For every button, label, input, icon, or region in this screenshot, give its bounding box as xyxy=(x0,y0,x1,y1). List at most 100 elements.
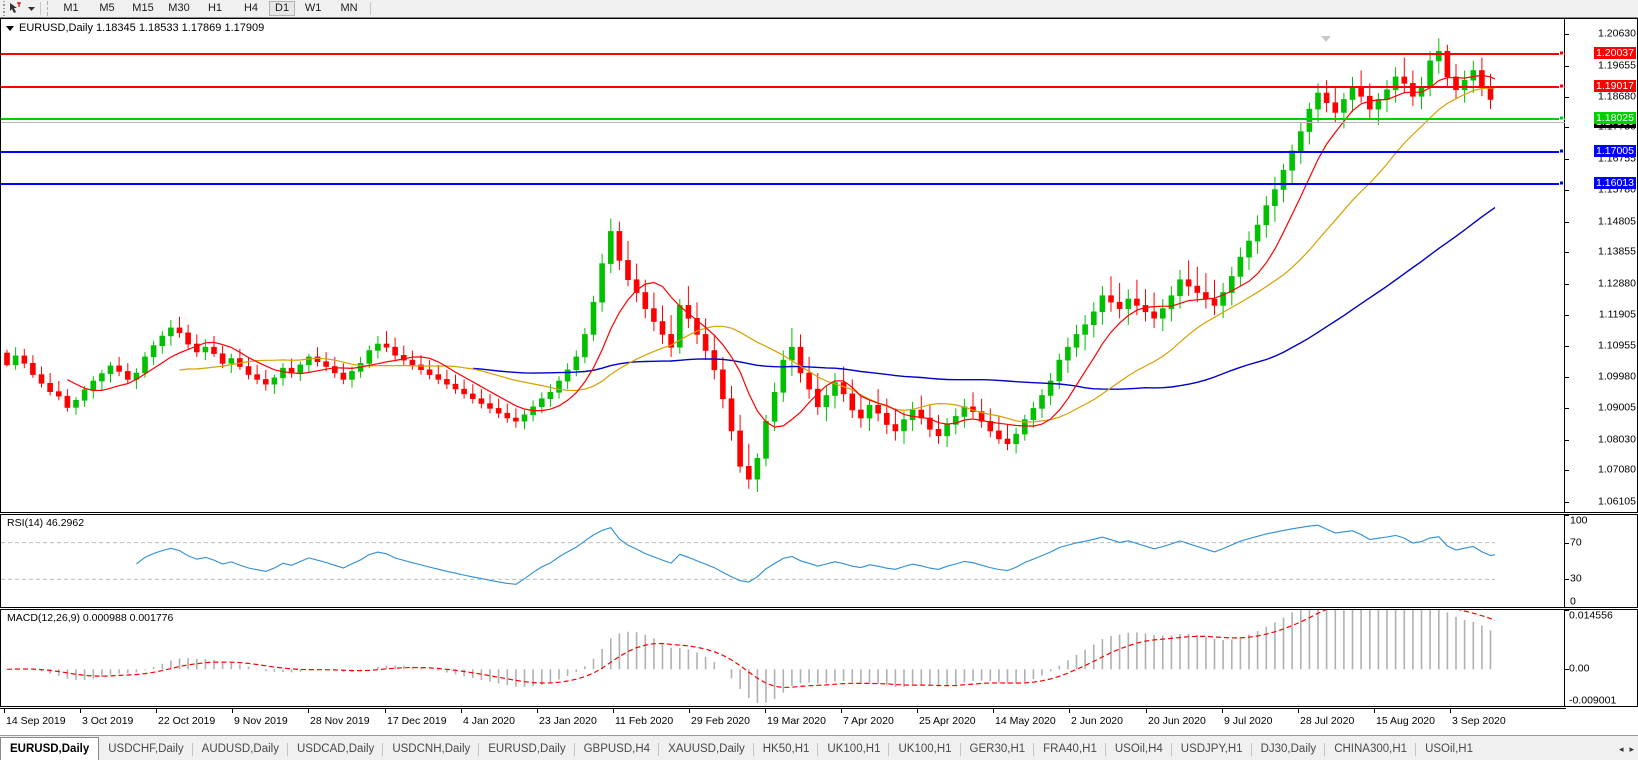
rsi-axis-label: 30 xyxy=(1570,572,1582,585)
chart-tab-usoil-h4[interactable]: USOil,H4 xyxy=(1106,739,1172,760)
tab-scroll-left-icon[interactable]: ◂ xyxy=(1618,744,1624,754)
timeframe-d1[interactable]: D1 xyxy=(269,1,296,16)
chart-tab-usoil-h1[interactable]: USOil,H1 xyxy=(1425,743,1473,755)
date-axis-label: 3 Oct 2019 xyxy=(82,715,134,727)
date-axis-tick xyxy=(917,709,918,713)
level-anchor-resistance-1[interactable] xyxy=(1559,83,1564,89)
date-axis-label: 23 Jan 2020 xyxy=(539,715,597,727)
date-axis-tick xyxy=(537,709,538,713)
macd-plot[interactable] xyxy=(1,610,1565,706)
level-anchor-support-1[interactable] xyxy=(1559,148,1564,154)
tab-divider xyxy=(191,743,193,756)
rsi-axis-tick xyxy=(1565,515,1569,516)
date-axis-label: 15 Aug 2020 xyxy=(1376,715,1435,727)
chart-tab-uk100-h1[interactable]: UK100,H1 xyxy=(818,739,890,760)
chart-tab-usdcnh-daily[interactable]: USDCNH,Daily xyxy=(383,739,480,760)
crosshair-pointer-icon[interactable] xyxy=(7,1,25,16)
date-axis-tick xyxy=(385,709,386,713)
price-axis-label: 1.09980 xyxy=(1598,370,1636,383)
price-axis-label: 1.19655 xyxy=(1598,59,1636,71)
chart-tab-gbpusd-h4[interactable]: GBPUSD,H4 xyxy=(575,739,660,760)
timeframe-w1[interactable]: W1 xyxy=(304,2,322,14)
chart-tab-dj30-daily[interactable]: DJ30,Daily xyxy=(1252,739,1326,760)
date-axis-label: 4 Jan 2020 xyxy=(463,715,515,727)
price-pane[interactable]: EURUSD,Daily 1.18345 1.18533 1.17869 1.1… xyxy=(0,18,1638,513)
chart-tab-eurusd-daily[interactable]: EURUSD,Daily xyxy=(0,737,100,760)
level-line-resistance-1[interactable] xyxy=(1,86,1565,88)
timeframe-mn[interactable]: MN xyxy=(340,2,358,14)
price-tag-support-2[interactable]: 1.16013 xyxy=(1594,176,1636,189)
price-tag-resistance-2[interactable]: 1.20037 xyxy=(1594,47,1636,60)
timeframe-group-grip[interactable] xyxy=(46,1,51,17)
current-price-line xyxy=(1,121,1565,123)
chart-tab-fra40-h1[interactable]: FRA40,H1 xyxy=(1034,739,1106,760)
timeframe-m15[interactable]: M15 xyxy=(132,2,154,14)
chart-tab-bar[interactable]: EURUSD,Daily USDCHF,Daily AUDUSD,Daily USDC… xyxy=(0,735,1638,760)
level-anchor-resistance-2[interactable] xyxy=(1559,50,1564,56)
dropdown-arrow-icon[interactable] xyxy=(25,1,37,16)
chart-tab-usdjpy-h1[interactable]: USDJPY,H1 xyxy=(1172,739,1252,760)
tab-scroll-nav[interactable]: ◂ ▸ xyxy=(1619,739,1638,760)
timeframe-m5[interactable]: M5 xyxy=(99,2,115,14)
price-tag-pivot[interactable]: 1.18025 xyxy=(1594,112,1636,124)
level-anchor-pivot[interactable] xyxy=(1559,115,1564,121)
price-axis-label: 1.08030 xyxy=(1598,433,1636,446)
price-y-axis[interactable]: 1.206301.196551.186801.177501.167551.157… xyxy=(1559,19,1637,512)
rsi-indicator-label: RSI(14) 46.2962 xyxy=(5,517,87,529)
price-axis-tick xyxy=(1565,96,1569,98)
chart-tab-usdcad-daily[interactable]: USDCAD,Daily xyxy=(288,739,384,760)
chart-symbol-header[interactable]: EURUSD,Daily 1.18345 1.18533 1.17869 1.1… xyxy=(6,22,264,34)
price-axis-label: 1.10955 xyxy=(1598,339,1636,351)
date-axis[interactable]: 14 Sep 2019 3 Oct 2019 22 Oct 2019 9 Nov 20… xyxy=(0,708,1566,734)
level-line-support-2[interactable] xyxy=(1,182,1565,185)
macd-pane[interactable]: MACD(12,26,9) 0.000988 0.001776 0.014556… xyxy=(0,609,1638,707)
chart-tab-uk100-h1[interactable]: UK100,H1 xyxy=(889,739,961,760)
price-plot[interactable] xyxy=(1,19,1565,512)
date-axis-tick xyxy=(993,709,994,713)
price-axis-tick xyxy=(1565,283,1569,285)
chart-tab-china300-h1[interactable]: CHINA300,H1 xyxy=(1325,739,1417,760)
timeframe-h1[interactable]: H1 xyxy=(207,2,223,14)
chart-area[interactable]: EURUSD,Daily 1.18345 1.18533 1.17869 1.1… xyxy=(0,17,1638,734)
level-line-support-1[interactable] xyxy=(1,150,1565,153)
timeframe-m1[interactable]: M1 xyxy=(63,2,79,14)
date-axis-tick xyxy=(156,709,157,713)
chart-tab-xauusd-daily[interactable]: XAUUSD,Daily xyxy=(659,739,754,760)
level-anchor-support-2[interactable] xyxy=(1559,180,1564,186)
date-axis-label: 2 Jun 2020 xyxy=(1071,715,1123,727)
chart-tab-audusd-daily[interactable]: AUDUSD,Daily xyxy=(193,739,288,760)
chart-tab-hk50-h1[interactable]: HK50,H1 xyxy=(754,739,819,760)
date-axis-label: 14 Sep 2019 xyxy=(6,715,66,727)
rsi-axis-tick xyxy=(1565,579,1569,581)
price-axis-label: 1.11905 xyxy=(1598,308,1636,321)
level-line-pivot[interactable] xyxy=(1,118,1565,120)
macd-axis-tick xyxy=(1565,706,1569,707)
tab-divider xyxy=(1415,743,1417,756)
date-axis-tick xyxy=(765,709,766,713)
timeframe-h4[interactable]: H4 xyxy=(243,2,259,14)
tab-divider xyxy=(382,743,384,756)
chart-tab-ger30-h1[interactable]: GER30,H1 xyxy=(961,739,1035,760)
tab-divider xyxy=(573,743,575,756)
chart-tab-eurusd-daily[interactable]: EURUSD,Daily xyxy=(479,739,575,760)
chart-tab-usdchf-daily[interactable]: USDCHF,Daily xyxy=(99,739,193,760)
rsi-pane[interactable]: RSI(14) 46.2962 100 70 30 0 xyxy=(0,514,1638,608)
tab-scroll-right-icon[interactable]: ▸ xyxy=(1629,744,1634,754)
date-axis-tick xyxy=(461,709,462,713)
price-tag-resistance-1[interactable]: 1.19017 xyxy=(1594,80,1636,92)
chevron-down-icon[interactable] xyxy=(6,25,14,31)
price-axis-label: 1.13855 xyxy=(1598,245,1636,258)
level-line-resistance-2[interactable] xyxy=(1,53,1565,56)
price-axis-label: 1.14805 xyxy=(1598,215,1636,228)
price-axis-tick xyxy=(1565,34,1569,36)
macd-axis-label: 0.00 xyxy=(1569,662,1590,675)
rsi-plot[interactable] xyxy=(1,515,1565,607)
toolbar-drag-handle[interactable] xyxy=(1,0,7,17)
price-axis-tick xyxy=(1565,376,1569,378)
date-axis-tick xyxy=(1450,709,1451,713)
date-axis-label: 14 May 2020 xyxy=(995,715,1056,727)
tab-divider xyxy=(888,743,890,756)
price-tag-support-1[interactable]: 1.17005 xyxy=(1594,144,1636,157)
rsi-svg xyxy=(1,524,1495,585)
timeframe-m30[interactable]: M30 xyxy=(168,2,190,14)
